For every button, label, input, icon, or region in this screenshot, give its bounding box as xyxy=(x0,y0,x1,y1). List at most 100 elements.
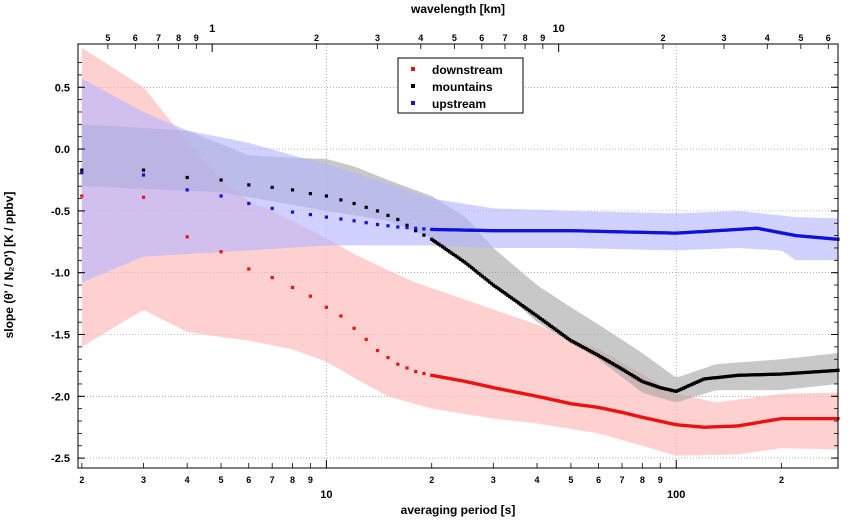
point-mountains xyxy=(765,372,769,377)
point-upstream xyxy=(551,229,555,233)
point-downstream xyxy=(582,403,586,408)
x-minor-tick-label: 2 xyxy=(79,475,84,485)
point-mountains xyxy=(471,267,475,271)
point-mountains xyxy=(631,374,635,378)
point-upstream xyxy=(644,230,648,234)
point-mountains xyxy=(587,349,591,353)
point-mountains xyxy=(339,198,343,202)
point-upstream xyxy=(685,230,689,235)
point-downstream xyxy=(827,417,831,421)
point-upstream xyxy=(453,228,457,232)
point-upstream xyxy=(825,236,829,240)
point-upstream xyxy=(444,228,448,232)
point-upstream xyxy=(468,228,472,232)
point-upstream xyxy=(506,229,510,233)
point-mountains xyxy=(790,371,794,375)
point-mountains xyxy=(651,383,655,387)
point-upstream xyxy=(658,231,662,235)
point-mountains xyxy=(716,375,720,380)
point-downstream xyxy=(441,375,445,379)
point-downstream xyxy=(576,403,581,407)
point-upstream xyxy=(386,224,390,228)
point-upstream xyxy=(754,226,758,230)
point-upstream xyxy=(765,228,769,232)
point-downstream xyxy=(812,417,816,421)
point-downstream xyxy=(711,425,715,429)
point-upstream xyxy=(798,234,802,238)
point-mountains xyxy=(808,370,813,374)
point-upstream xyxy=(812,235,816,239)
point-mountains xyxy=(488,280,492,284)
x-major-tick-label: 10 xyxy=(320,489,332,501)
point-downstream xyxy=(580,403,584,407)
point-mountains xyxy=(671,389,675,393)
point-upstream xyxy=(667,231,671,235)
point-upstream xyxy=(533,229,537,233)
point-upstream xyxy=(520,229,524,233)
point-mountains xyxy=(752,373,756,377)
point-mountains xyxy=(721,375,726,379)
point-upstream xyxy=(513,229,517,233)
point-downstream xyxy=(671,422,675,426)
point-upstream xyxy=(491,229,495,233)
y-axis-title: slope (θ' / N₂O') [K / ppbv] xyxy=(2,192,16,339)
point-downstream xyxy=(473,382,477,386)
point-downstream xyxy=(493,386,497,390)
point-upstream xyxy=(760,227,764,231)
point-upstream xyxy=(796,234,800,238)
x-minor-tick-label: 7 xyxy=(620,475,625,485)
point-downstream xyxy=(674,423,678,427)
point-mountains xyxy=(441,245,445,249)
point-mountains xyxy=(479,273,483,277)
point-downstream xyxy=(714,425,718,429)
point-mountains xyxy=(731,374,735,378)
point-upstream xyxy=(497,229,501,233)
point-mountains xyxy=(522,305,526,309)
point-mountains xyxy=(582,346,586,350)
point-mountains xyxy=(526,307,530,311)
point-downstream xyxy=(805,417,809,421)
point-downstream xyxy=(80,194,84,198)
point-upstream xyxy=(712,229,716,233)
point-upstream xyxy=(457,228,461,232)
point-mountains xyxy=(448,250,452,254)
point-mountains xyxy=(567,338,571,342)
point-downstream xyxy=(634,414,639,418)
point-upstream xyxy=(219,194,223,198)
x-minor-tick-label: 9 xyxy=(308,475,313,485)
point-mountains xyxy=(676,388,680,393)
point-downstream xyxy=(586,404,590,408)
point-mountains xyxy=(767,372,771,376)
point-mountains xyxy=(520,304,524,308)
point-mountains xyxy=(486,279,490,283)
legend-label-upstream: upstream xyxy=(432,97,486,111)
point-downstream xyxy=(430,373,434,377)
point-downstream xyxy=(185,235,189,239)
point-mountains xyxy=(386,213,390,217)
x2-minor-tick-label: 4 xyxy=(765,33,770,43)
point-mountains xyxy=(620,367,624,371)
point-mountains xyxy=(732,374,736,378)
point-upstream xyxy=(584,229,588,233)
point-mountains xyxy=(571,340,575,344)
point-upstream xyxy=(816,235,820,240)
point-upstream xyxy=(783,231,787,236)
point-mountains xyxy=(564,335,568,339)
point-mountains xyxy=(633,375,637,379)
point-downstream xyxy=(529,393,533,397)
point-downstream xyxy=(247,267,251,271)
x2-minor-tick-label: 3 xyxy=(375,33,380,43)
point-downstream xyxy=(613,409,617,413)
point-downstream xyxy=(692,424,697,428)
point-downstream xyxy=(761,420,765,424)
point-mountains xyxy=(743,373,747,377)
point-downstream xyxy=(448,377,452,381)
point-upstream xyxy=(576,229,581,233)
point-downstream xyxy=(801,417,805,421)
point-upstream xyxy=(653,231,657,235)
x-minor-tick-label: 6 xyxy=(596,475,601,485)
point-upstream xyxy=(462,228,466,232)
point-downstream xyxy=(446,376,450,380)
point-mountains xyxy=(576,343,581,347)
point-downstream xyxy=(781,417,785,421)
